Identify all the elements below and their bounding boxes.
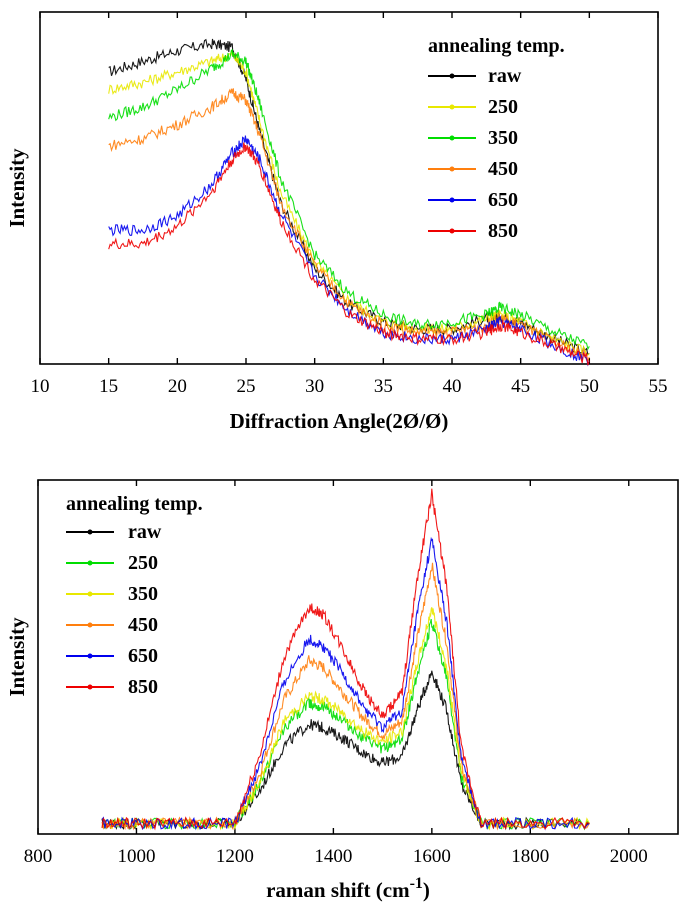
series-line-650 bbox=[108, 135, 590, 367]
series-line-250 bbox=[101, 618, 590, 831]
x-tick-label: 20 bbox=[168, 376, 187, 397]
x-tick-label: 40 bbox=[443, 376, 462, 397]
x-axis-title: Diffraction Angle(2Ø/Ø) bbox=[230, 409, 449, 433]
series-line-450 bbox=[101, 562, 590, 831]
plot-frame bbox=[39, 11, 659, 365]
x-tick-label: 45 bbox=[511, 376, 530, 397]
x-tick-label: 50 bbox=[580, 376, 599, 397]
series-line-350 bbox=[108, 48, 590, 351]
raman-chart: 800 1000 1200 1400 1600 1800 2000 annealing tem… bbox=[5, 479, 679, 902]
legend-marker-650 bbox=[449, 197, 455, 203]
legend-marker-450 bbox=[87, 622, 93, 628]
series-line-850 bbox=[108, 142, 590, 366]
legend-marker-850 bbox=[449, 228, 455, 234]
legend-label-850: 850 bbox=[488, 220, 518, 242]
series-line-850 bbox=[101, 488, 590, 831]
legend-marker-450 bbox=[449, 166, 455, 172]
legend-label-450: 450 bbox=[128, 614, 158, 636]
legend-marker-850 bbox=[87, 684, 93, 690]
legend-label-raw: raw bbox=[128, 521, 162, 543]
x-tick-label: 55 bbox=[649, 376, 668, 397]
x-axis-title-superscript: -1 bbox=[410, 875, 423, 892]
x-tick-label: 1000 bbox=[117, 846, 155, 867]
x-axis-title-main: Diffraction Angle(2Ø/Ø) bbox=[230, 409, 449, 433]
x-tick-label: 10 bbox=[31, 376, 50, 397]
legend-label-350: 350 bbox=[488, 127, 518, 149]
legend-marker-raw bbox=[87, 529, 93, 535]
x-tick-label: 1200 bbox=[216, 846, 254, 867]
legend-marker-650 bbox=[87, 653, 93, 659]
legend-label-850: 850 bbox=[128, 676, 158, 698]
x-axis-title-main: raman shift (cm bbox=[266, 878, 410, 902]
y-axis-title: Intensity bbox=[5, 148, 29, 228]
x-tick-label: 25 bbox=[237, 376, 256, 397]
legend-label-350: 350 bbox=[128, 583, 158, 605]
legend-marker-250 bbox=[449, 104, 455, 110]
legend-label-raw: raw bbox=[488, 65, 522, 87]
x-tick-label: 1400 bbox=[314, 846, 352, 867]
legend-label-250: 250 bbox=[488, 96, 518, 118]
legend-marker-raw bbox=[449, 73, 455, 79]
legend-marker-350 bbox=[449, 135, 455, 141]
x-axis-title-close: ) bbox=[423, 878, 430, 902]
legend-marker-250 bbox=[87, 560, 93, 566]
legend-title: annealing temp. bbox=[428, 35, 565, 57]
x-tick-label: 35 bbox=[374, 376, 393, 397]
legend-label-450: 450 bbox=[488, 158, 518, 180]
x-tick-label: 800 bbox=[24, 846, 53, 867]
legend-marker-350 bbox=[87, 591, 93, 597]
legend-title: annealing temp. bbox=[66, 493, 203, 515]
plot-frame bbox=[37, 479, 679, 835]
x-axis-title: raman shift (cm-1) bbox=[266, 875, 430, 902]
x-tick-label: 15 bbox=[99, 376, 118, 397]
legend-label-250: 250 bbox=[128, 552, 158, 574]
series-line-450 bbox=[108, 88, 590, 361]
series-line-raw bbox=[101, 670, 590, 831]
legend-label-650: 650 bbox=[488, 189, 518, 211]
x-tick-label: 1600 bbox=[413, 846, 451, 867]
xrd-chart-panel: 10 15 20 25 30 35 40 45 50 55 annealing temp. raw 25… bbox=[0, 0, 686, 450]
raman-chart-panel: 800 1000 1200 1400 1600 1800 2000 annealing tem… bbox=[0, 470, 686, 914]
legend-label-650: 650 bbox=[128, 645, 158, 667]
xrd-chart: 10 15 20 25 30 35 40 45 50 55 annealing temp. raw 25… bbox=[5, 11, 668, 433]
x-tick-label: 2000 bbox=[610, 846, 648, 867]
y-axis-title: Intensity bbox=[5, 617, 29, 697]
series-line-350 bbox=[101, 607, 590, 831]
x-tick-label: 1800 bbox=[511, 846, 549, 867]
series-line-650 bbox=[101, 536, 590, 831]
x-tick-label: 30 bbox=[305, 376, 324, 397]
